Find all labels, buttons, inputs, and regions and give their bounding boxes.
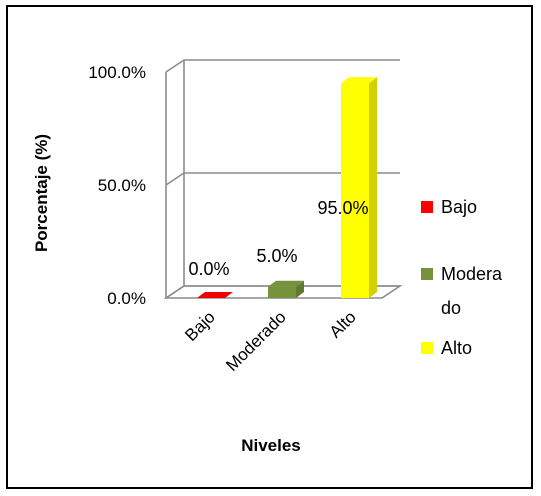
legend-label: Bajo: [441, 197, 477, 217]
bar-top: [341, 77, 377, 84]
y-tick-label: 50.0%: [98, 176, 146, 195]
y-axis-ticks: 0.0% 50.0% 100.0%: [88, 63, 146, 308]
legend-label: Alto: [441, 338, 472, 358]
x-axis-title: Niveles: [241, 436, 301, 455]
x-category-label: Moderado: [222, 307, 290, 375]
x-category-label: Alto: [326, 307, 360, 341]
data-label: 95.0%: [317, 198, 368, 218]
gridline: [165, 59, 400, 73]
x-category-label: Bajo: [181, 307, 218, 344]
bar-bajo: [197, 292, 233, 298]
data-label: 0.0%: [188, 259, 229, 279]
bar-front: [268, 286, 296, 298]
legend-swatch: [421, 268, 433, 280]
data-labels: 0.0% 5.0% 95.0%: [188, 198, 368, 279]
bar-alto: [341, 77, 377, 298]
legend: Bajo Modera do Alto: [421, 197, 503, 358]
bar-side: [369, 77, 377, 298]
x-axis-categories: Bajo Moderado Alto: [181, 307, 359, 375]
legend-label: Modera: [441, 264, 503, 284]
bars: [197, 77, 377, 298]
bar-top: [268, 280, 304, 287]
bar-moderado: [268, 280, 304, 298]
y-tick-label: 0.0%: [107, 289, 146, 308]
data-label: 5.0%: [256, 246, 297, 266]
legend-label: do: [441, 298, 461, 318]
bar-front: [341, 83, 369, 298]
bar-side: [296, 280, 304, 298]
floor: [163, 285, 403, 299]
legend-swatch: [421, 342, 433, 354]
bar-top: [197, 292, 233, 298]
gridlines: [163, 59, 403, 299]
legend-swatch: [421, 201, 433, 213]
y-axis-title: Porcentaje (%): [32, 134, 51, 252]
chart-frame: [6, 5, 533, 489]
y-tick-label: 100.0%: [88, 63, 146, 82]
